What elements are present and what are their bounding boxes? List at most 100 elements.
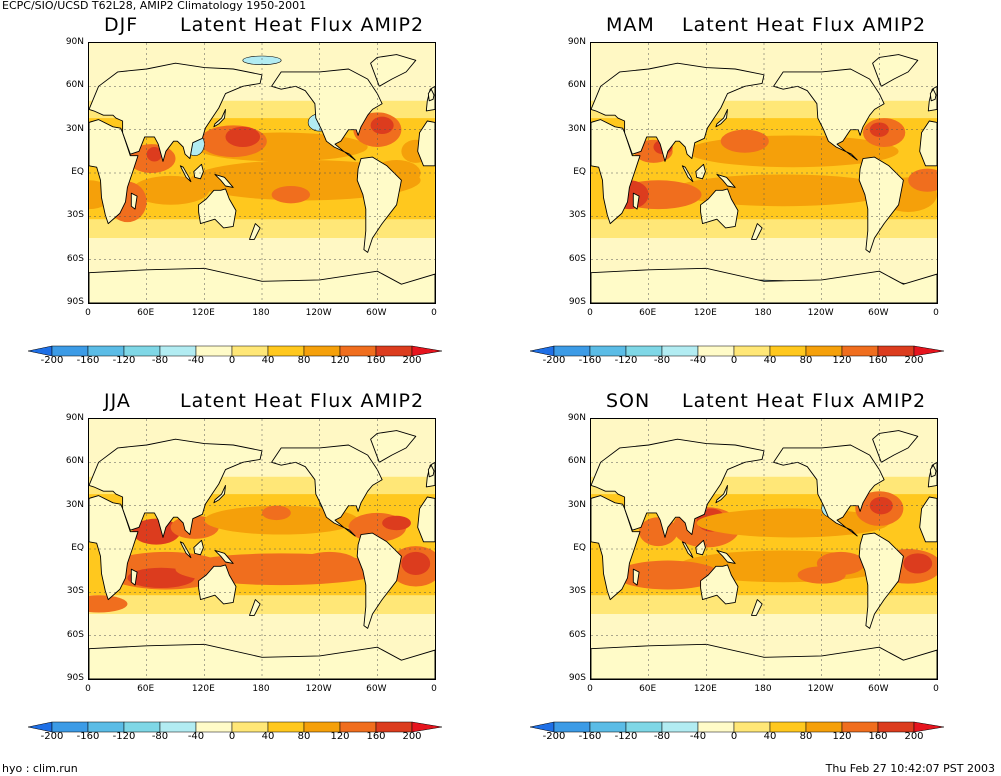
continent-australia [198,564,237,605]
lon-tick-label: 0 [85,308,91,318]
panel-variable-name: Latent Heat Flux AMIP2 [682,390,927,412]
continent-new-guinea [214,173,234,188]
continent-greenland [370,54,417,87]
panel-variable-name: Latent Heat Flux AMIP2 [682,14,927,36]
colorbar-tick-label: -80 [151,731,169,742]
flux-contour-region [720,129,769,153]
colorbar-tick-label: 120 [330,355,350,366]
continent-sumatra [179,541,192,559]
lon-tick-label: 120W [807,684,834,694]
colorbar-tick-label: 120 [832,731,852,742]
season-label: MAM [606,14,655,36]
colorbar-tick-label: 200 [904,355,924,366]
continent-madagascar [632,192,640,210]
colorbar-graphic [529,345,945,357]
flux-contour-region [401,551,431,575]
continent-borneo [193,163,204,180]
flux-contour-region [271,186,311,204]
continent-africa-w [417,120,435,167]
map-panel-djf: DJF Latent Heat Flux AMIP2 90N 60N 30N EQ 30S 6… [0,0,500,388]
lon-tick-label: 60W [366,684,387,694]
continent-nz [751,599,763,616]
colorbar-tick-label: -40 [689,355,707,366]
continent-greenland [370,430,417,463]
map-canvas [591,419,937,679]
flux-contour-region [615,560,721,590]
lon-tick-label: 60E [639,308,657,318]
colorbar-tick-label: -120 [112,355,136,366]
map-panel-son: SON Latent Heat Flux AMIP2 90N 60N 30N EQ 30S 6… [502,376,1001,764]
colorbar-tick-label: -160 [76,355,100,366]
colorbar-tick-label: -160 [76,731,100,742]
colorbar-tick-label: 160 [868,731,888,742]
colorbar [27,719,472,739]
colorbar-tick-label: -120 [614,355,638,366]
flux-contour-region [89,595,128,613]
season-label: JJA [104,390,131,412]
continent-australia [198,188,237,229]
lat-tick-label: EQ [573,167,586,177]
lon-tick-label: 180 [252,684,270,694]
lon-tick-label: 60W [366,308,387,318]
continent-new-guinea [716,549,736,564]
colorbar-tick-label: 200 [904,731,924,742]
continent-australia [700,564,739,605]
map-plot-area [590,418,938,680]
continent-greenland [872,430,919,463]
continent-eurasia [591,438,765,538]
lat-tick-label: 90N [567,413,586,423]
lon-tick-label: 60W [868,308,889,318]
map-panel-jja: JJA Latent Heat Flux AMIP2 90N 60N 30N EQ 30S 6… [0,376,500,764]
continent-uk [929,464,937,478]
footer-right: Thu Feb 27 10:42:07 PST 2003 [825,762,995,775]
colorbar-tick-label: 80 [297,355,311,366]
lat-tick-label: 60N [567,80,586,91]
lon-tick-label: 60W [868,684,889,694]
lat-tick-label: 30N [65,499,84,510]
flux-contour-region [132,175,210,205]
continent-eurasia [89,62,263,162]
lon-tick-label: 0 [587,308,593,318]
colorbar-tick-label: 160 [366,731,386,742]
lat-tick-label: 90S [568,673,586,683]
colorbar-tick-label: 40 [261,731,275,742]
lat-tick-label: 30N [567,123,586,134]
continent-antarctica [591,643,937,679]
season-label: DJF [104,14,139,36]
colorbar-tick-label: -40 [187,731,205,742]
continent-borneo [193,539,204,556]
continent-africa-w [417,496,435,543]
continent-uk [427,88,435,102]
continent-japan [213,108,226,128]
footer-left: hyo : clim.run [2,762,78,775]
lon-tick-label: 0 [587,684,593,694]
flux-contour-region [300,551,359,575]
continent-south-america [858,156,904,253]
colorbar-tick-label: 200 [402,731,422,742]
lon-tick-label: 180 [754,684,772,694]
colorbar [529,343,974,363]
colorbar-tick-label: 200 [402,355,422,366]
lat-tick-label: 30N [567,499,586,510]
lat-tick-label: 90N [567,37,586,47]
colorbar-tick-label: 0 [228,355,236,366]
continent-madagascar [130,192,138,210]
colorbar-tick-label: 40 [763,731,777,742]
colorbar-arrow-high [913,345,945,357]
map-plot-area [88,418,436,680]
continent-antarctica [591,267,937,303]
continent-greenland [872,54,919,87]
map-panel-mam: MAM Latent Heat Flux AMIP2 90N 60N 30N EQ 30S 6… [502,0,1001,388]
continent-new-guinea [214,549,234,564]
colorbar-tick-label: -200 [542,731,566,742]
colorbar-arrow-high [411,345,443,357]
panel-variable-name: Latent Heat Flux AMIP2 [180,390,425,412]
lat-tick-label: 60S [66,253,84,264]
colorbar-tick-label: -120 [614,731,638,742]
continent-north-america [271,68,383,161]
colorbar [27,343,472,363]
flux-contour-region [370,116,394,134]
continent-sumatra [179,165,192,183]
continent-japan [213,484,226,504]
lat-tick-label: 60N [65,456,84,467]
